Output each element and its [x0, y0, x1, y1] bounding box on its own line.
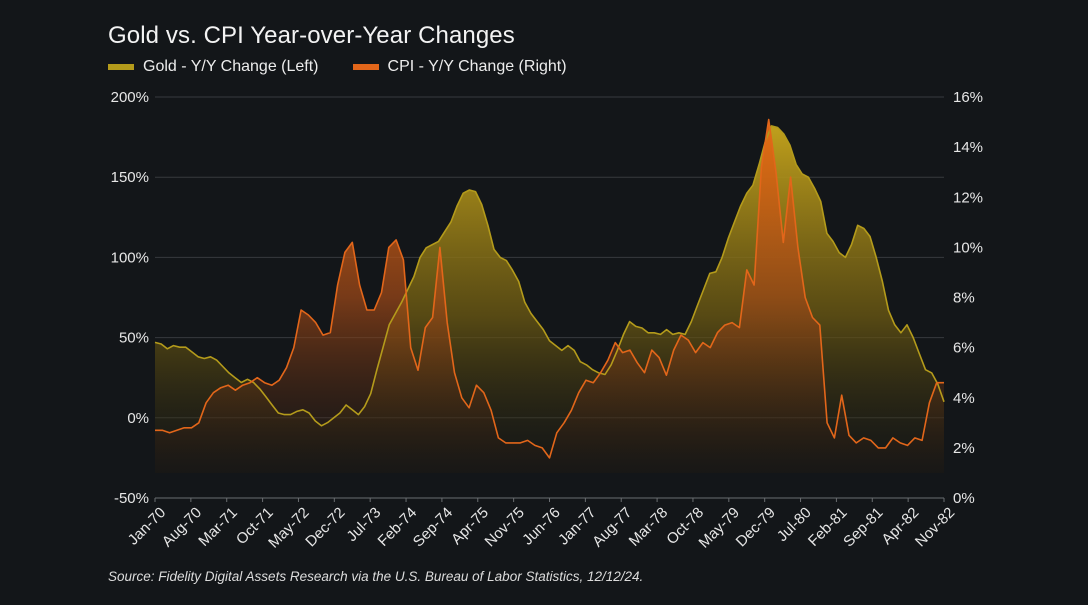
- y-right-tick-label: 10%: [953, 239, 983, 256]
- gold-series-line: [154, 125, 945, 427]
- line-layer: [154, 118, 945, 459]
- cpi-series-line: [155, 118, 944, 459]
- y-left-tick-label: 200%: [111, 89, 149, 106]
- x-tick-label: Nov-75: [482, 504, 528, 550]
- y-right-tick-label: 8%: [953, 290, 975, 307]
- y-right-tick-label: 4%: [953, 390, 975, 407]
- legend: Gold - Y/Y Change (Left) CPI - Y/Y Chang…: [108, 58, 567, 76]
- chart-title: Gold vs. CPI Year-over-Year Changes: [108, 22, 515, 49]
- legend-item-gold: Gold - Y/Y Change (Left): [108, 58, 319, 76]
- area-layer: [155, 119, 944, 474]
- x-tick-label: Mar-78: [626, 504, 672, 550]
- y-right-tick-label: 0%: [953, 490, 975, 507]
- x-tick-label: Aug-77: [589, 504, 635, 550]
- cpi-series-area: [155, 119, 944, 473]
- y-left-tick-label: 0%: [127, 410, 149, 427]
- x-tick-label: Dec-79: [733, 504, 779, 550]
- legend-swatch-cpi: [352, 64, 379, 70]
- legend-swatch-gold: [108, 64, 134, 70]
- x-tick-label: Jun-76: [519, 504, 563, 548]
- y-left-tick-label: 50%: [119, 330, 149, 347]
- y-right-tick-label: 2%: [953, 440, 975, 457]
- x-tick-label: Mar-71: [195, 504, 241, 550]
- x-tick-label: Dec-72: [302, 504, 348, 550]
- x-tick-label: Aug-70: [159, 504, 205, 550]
- y-right-tick-label: 6%: [953, 340, 975, 357]
- y-left-tick-label: -50%: [114, 490, 149, 507]
- y-right-tick-label: 14%: [953, 139, 983, 156]
- x-tick-label: Nov-82: [912, 504, 958, 550]
- legend-item-cpi: CPI - Y/Y Change (Right): [352, 58, 567, 76]
- y-right-tick-label: 16%: [953, 89, 983, 106]
- legend-label-gold: Gold - Y/Y Change (Left): [143, 58, 319, 75]
- source-note: Source: Fidelity Digital Assets Research…: [108, 569, 644, 584]
- legend-label-cpi: CPI - Y/Y Change (Right): [387, 58, 567, 75]
- x-tick-label: May-79: [696, 504, 743, 551]
- x-tick-label: Sep-74: [410, 504, 456, 550]
- y-left-tick-label: 100%: [111, 249, 149, 266]
- y-right-tick-label: 12%: [953, 189, 983, 206]
- y-left-tick-label: 150%: [111, 169, 149, 186]
- x-tick-label: Sep-81: [840, 504, 886, 550]
- x-tick-label: May-72: [265, 504, 312, 551]
